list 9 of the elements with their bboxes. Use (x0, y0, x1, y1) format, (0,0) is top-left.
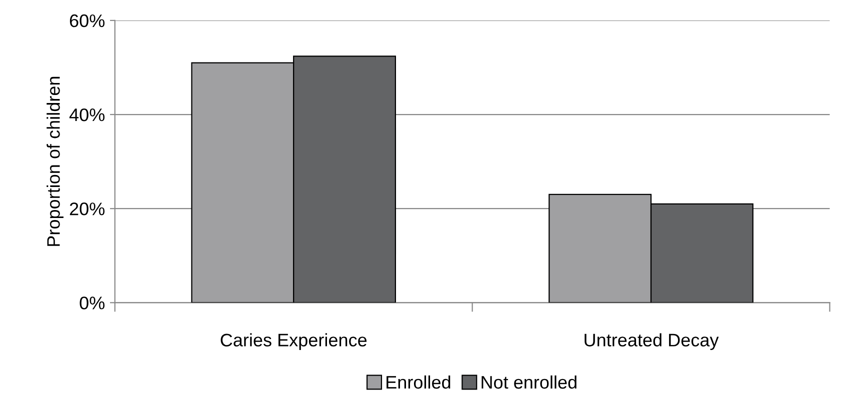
legend-label: Not enrolled (482, 375, 576, 389)
y-axis-title: Proportion of children (46, 76, 64, 246)
y-tick-label: 60% (70, 14, 105, 28)
y-tick-label: 0% (80, 296, 105, 310)
y-tick-label: 40% (69, 108, 105, 122)
x-tick-label: Untreated Decay (584, 333, 719, 350)
x-tick-label: Caries Experience (220, 333, 367, 350)
legend-label: Enrolled (386, 375, 450, 389)
y-tick-label: 20% (70, 202, 105, 216)
